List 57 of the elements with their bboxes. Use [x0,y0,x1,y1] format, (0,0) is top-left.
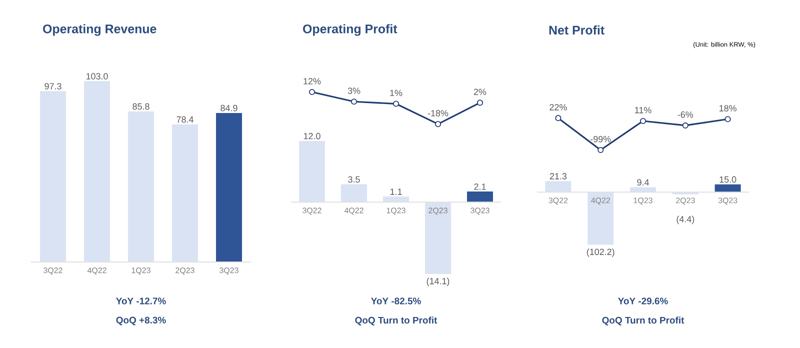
data-label: 15.0 [720,176,736,183]
text: YoY -29.6% [618,298,668,304]
data-label: 9.4 [637,179,649,186]
data-label: 11% [635,107,652,114]
bar [40,91,66,262]
data-label: -99% [590,136,611,142]
bar [299,140,326,202]
data-label: 103.0 [86,73,108,80]
data-label: (4.4) [676,216,694,224]
data-label: -18% [428,110,448,116]
bar [84,81,110,262]
chart-title: Operating Profit [303,24,398,36]
data-label: 85.8 [132,103,150,110]
data-label: -6% [678,111,694,118]
data-label: 1.1 [390,188,402,195]
text: QoQ Turn to Profit [355,316,438,326]
bar [467,191,494,202]
point [640,118,646,124]
data-label: 2.1 [474,183,486,190]
text: QoQ Turn to Profit [602,316,684,326]
chart-title: Operating Revenue [43,24,156,36]
bar [341,184,368,202]
data-label: 12% [304,78,321,84]
point [724,116,731,122]
data-label: 1% [390,90,402,96]
data-label: 84.9 [220,104,238,112]
text: YoY -82.5% [371,298,421,304]
point [350,98,358,105]
point [434,121,442,128]
data-label: 22% [550,104,567,110]
data-label: 78.4 [176,116,194,123]
data-label: (14.1) [426,278,450,286]
data-label: 21.3 [550,173,567,180]
point [682,122,688,129]
data-label: 97.3 [44,83,62,90]
bar [630,187,656,192]
data-label: (102.2) [586,248,614,257]
bar [545,181,572,192]
bar [128,111,154,262]
point [392,100,400,107]
chart-title: Net Profit [549,25,604,35]
text: YoY -12.7% [116,298,166,304]
bar [172,124,198,262]
bar [216,112,242,262]
data-label: 2% [474,88,486,96]
text: QoQ +8.3% [116,316,166,326]
data-label: 12.0 [304,132,320,140]
point [598,146,604,154]
data-label: 3.5 [348,176,360,183]
point [308,88,316,96]
bar [425,202,452,274]
data-label: 18% [720,105,736,112]
bar [714,184,741,192]
data-label: 3% [348,88,360,94]
bar [588,192,614,245]
point [555,115,562,122]
point [476,100,484,106]
